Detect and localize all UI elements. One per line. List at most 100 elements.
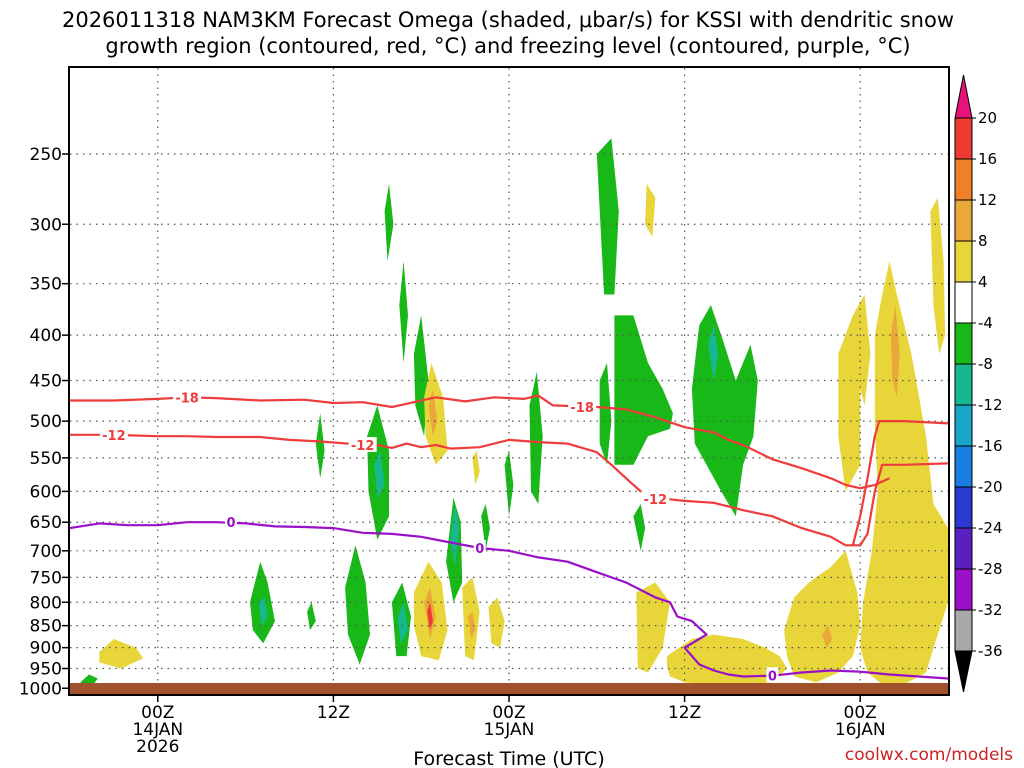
contour-label-bg bbox=[173, 389, 202, 405]
y-tick-label: 900 bbox=[30, 639, 62, 659]
colorbar-label: 12 bbox=[978, 191, 997, 209]
x-tick-label: 00Z bbox=[141, 703, 174, 723]
colorbar-bottom-arrow bbox=[954, 650, 973, 693]
omega-region-30 bbox=[614, 315, 673, 465]
omega-region-11 bbox=[374, 450, 385, 498]
contour-label: 0 bbox=[768, 669, 777, 684]
y-tick-label: 650 bbox=[30, 513, 62, 533]
y-tick-label: 300 bbox=[30, 215, 62, 235]
omega-region-39 bbox=[838, 315, 861, 492]
omega-region-29 bbox=[645, 183, 656, 237]
colorbar: 20 16 12 8 4 -4 -8 -12 -16 -20 -24 -28 -32 -36 bbox=[954, 74, 1003, 693]
contour-label: 0 bbox=[475, 542, 484, 557]
contour-label: -12 bbox=[102, 429, 126, 444]
chart-title-line-1: 2026011318 NAM3KM Forecast Omega (shaded… bbox=[62, 8, 954, 32]
omega-region-9 bbox=[345, 545, 370, 665]
omega-region-31 bbox=[599, 363, 612, 465]
y-tick-label: 450 bbox=[30, 372, 62, 392]
omega-region-18 bbox=[428, 389, 438, 437]
omega-region-22 bbox=[468, 611, 476, 639]
omega-region-42 bbox=[890, 305, 900, 398]
colorbar-label: -20 bbox=[978, 478, 1003, 496]
colorbar-label: -12 bbox=[978, 396, 1003, 414]
contour-line--18 bbox=[70, 394, 890, 490]
omega-region-7 bbox=[384, 183, 394, 261]
colorbar-swatch bbox=[954, 568, 973, 611]
ground-terrain bbox=[70, 683, 948, 694]
omega-region-24 bbox=[504, 450, 514, 517]
colorbar-swatch bbox=[954, 363, 973, 406]
colorbar-swatch bbox=[954, 322, 973, 365]
y-tick-label: 600 bbox=[30, 482, 62, 502]
contour-label-bg bbox=[641, 491, 670, 507]
colorbar-swatch bbox=[954, 486, 973, 529]
gridlines bbox=[70, 68, 948, 694]
omega-region-3 bbox=[258, 597, 268, 626]
omega-region-37 bbox=[784, 550, 861, 683]
contour-labels: -18 -18 -12 -12 -12 0 0 0 bbox=[99, 389, 779, 684]
contour-line--12b bbox=[851, 420, 949, 546]
y-tick-label: 750 bbox=[30, 568, 62, 588]
y-tick-label: 350 bbox=[30, 275, 62, 295]
colorbar-swatch bbox=[954, 445, 973, 488]
y-tick-label: 1000 bbox=[19, 679, 62, 699]
contour-label: -12 bbox=[644, 493, 668, 508]
colorbar-swatch bbox=[954, 609, 973, 652]
omega-region-23 bbox=[481, 504, 490, 551]
colorbar-label: 16 bbox=[978, 150, 997, 168]
credit-text: coolwx.com/models bbox=[845, 745, 1013, 765]
omega-region-32 bbox=[691, 305, 758, 517]
x-tick-label: 16JAN bbox=[835, 720, 886, 740]
colorbar-swatch bbox=[954, 158, 973, 201]
colorbar-label: -16 bbox=[978, 437, 1003, 455]
colorbar-label: 4 bbox=[978, 273, 988, 291]
contour-line--12 bbox=[70, 433, 949, 547]
y-tick-label: 950 bbox=[30, 659, 62, 679]
contour-label: -18 bbox=[175, 391, 199, 406]
omega-region-43 bbox=[930, 197, 946, 354]
colorbar-label: 8 bbox=[978, 232, 988, 250]
y-tick-label: 800 bbox=[30, 593, 62, 613]
colorbar-swatch bbox=[954, 527, 973, 570]
colorbar-label: -32 bbox=[978, 601, 1003, 619]
omega-region-26 bbox=[488, 597, 505, 648]
omega-region-4 bbox=[307, 602, 316, 631]
chart-title-line-2: growth region (contoured, red, °C) and f… bbox=[105, 34, 910, 58]
x-tick-label: 15JAN bbox=[484, 720, 535, 740]
omega-region-16 bbox=[427, 602, 433, 631]
omega-region-5 bbox=[315, 413, 325, 479]
colorbar-label: -24 bbox=[978, 519, 1003, 537]
x-axis-label: Forecast Time (UTC) bbox=[413, 748, 604, 768]
omega-region-6 bbox=[399, 261, 408, 363]
y-tick-label: 400 bbox=[30, 326, 62, 346]
colorbar-swatch bbox=[954, 281, 973, 324]
colorbar-swatch bbox=[954, 117, 973, 160]
omega-region-1 bbox=[99, 639, 144, 669]
omega-region-27 bbox=[472, 450, 480, 485]
colorbar-label: -28 bbox=[978, 560, 1003, 578]
colorbar-swatch bbox=[954, 199, 973, 242]
omega-region-41 bbox=[860, 261, 948, 685]
colorbar-label: 20 bbox=[978, 109, 997, 127]
contour-label-bg bbox=[568, 398, 597, 414]
omega-region-33 bbox=[708, 325, 719, 381]
colorbar-label: -4 bbox=[978, 314, 993, 332]
y-tick-label: 500 bbox=[30, 412, 62, 432]
contour-label-bg bbox=[224, 514, 237, 530]
contour-label-bg bbox=[99, 426, 128, 442]
colorbar-label: -36 bbox=[978, 642, 1003, 660]
y-tick-label: 850 bbox=[30, 617, 62, 637]
y-tick-label: 550 bbox=[30, 449, 62, 469]
x-tick-label: 00Z bbox=[844, 703, 877, 723]
y-tick-label: 700 bbox=[30, 542, 62, 562]
contour-label: -18 bbox=[570, 401, 594, 416]
omega-shading bbox=[80, 138, 948, 689]
x-tick-label: 12Z bbox=[668, 703, 701, 723]
omega-region-13 bbox=[397, 602, 408, 644]
y-axis-ticks: 2503003504004505005506006507007508008509… bbox=[19, 145, 70, 699]
contour-label-bg bbox=[348, 437, 377, 453]
colorbar-swatch bbox=[954, 240, 973, 283]
omega-region-36 bbox=[667, 634, 787, 685]
